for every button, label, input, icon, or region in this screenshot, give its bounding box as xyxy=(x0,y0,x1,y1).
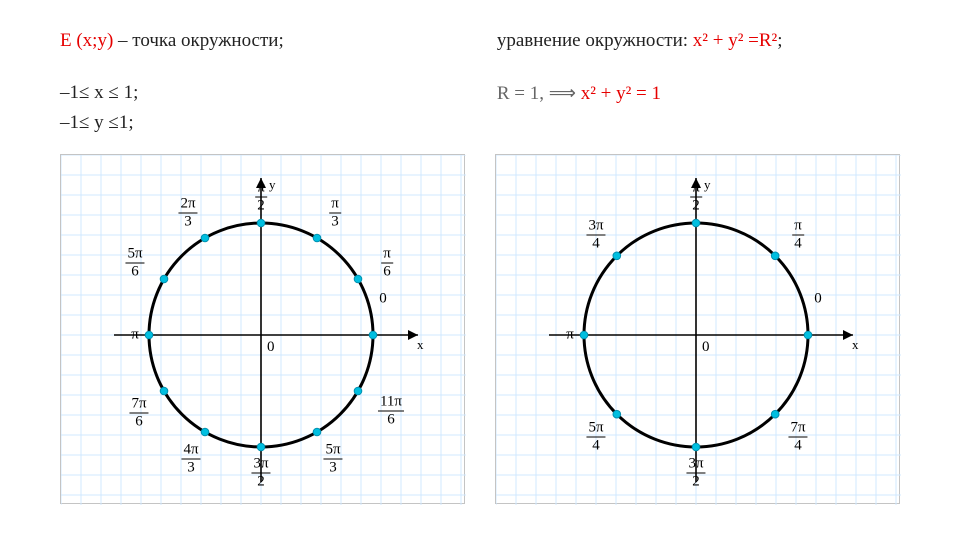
angle-label: 7π4 xyxy=(788,421,807,454)
unit-circle-30-deg: x y 0 0 π6 π3 π2 2π3 5π6 π 7π6 4π3 3π2 5π3 11π6 xyxy=(60,154,465,504)
angle-label: π2 xyxy=(690,181,702,214)
subheading-row: –1≤ x ≤ 1; –1≤ y ≤1; R = 1, ⟹ x² + y² = … xyxy=(60,60,900,142)
angle-label: π2 xyxy=(255,181,267,214)
angle-label: π3 xyxy=(329,197,341,230)
angle-label: 7π6 xyxy=(129,397,148,430)
angle-label: π xyxy=(566,328,574,343)
circle-equation-heading: уравнение окружности: x² + y² =R²; xyxy=(497,30,900,52)
angle-label: 3π2 xyxy=(251,457,270,490)
bound-x: –1≤ x ≤ 1; xyxy=(60,82,463,104)
angle-label: π xyxy=(131,328,139,343)
angle-label: 5π6 xyxy=(125,247,144,280)
svg-text:x: x xyxy=(417,337,424,352)
angle-label: 11π6 xyxy=(378,395,404,428)
heading-row: E (x;y) – точка окружности; уравнение ок… xyxy=(60,30,900,60)
eq-formula: x² + y² =R² xyxy=(693,30,777,51)
heading-left: E (x;y) – точка окружности; xyxy=(60,30,463,60)
bound-y: –1≤ y ≤1; xyxy=(60,112,463,134)
charts-row: xy00π6π3π22π35π6π7π64π33π25π311π6 xy00π4… xyxy=(60,154,900,504)
bounds-block: –1≤ x ≤ 1; –1≤ y ≤1; xyxy=(60,82,463,142)
eq-label: уравнение окружности: xyxy=(497,30,693,51)
angle-label: 4π3 xyxy=(181,443,200,476)
circle-point-text: – точка окружности; xyxy=(113,30,283,51)
e-xy: E (x;y) xyxy=(60,30,113,51)
angle-label: 5π4 xyxy=(586,421,605,454)
unit-circle-45-deg: x y 0 0 π4 π2 3π4 π 5π4 3π2 7π4 xyxy=(495,154,900,504)
angle-label: 0 xyxy=(379,292,387,307)
unit-circle-eq: R = 1, ⟹ x² + y² = 1 xyxy=(497,82,900,142)
heading-right: уравнение окружности: x² + y² =R²; xyxy=(497,30,900,60)
angle-label: 2π3 xyxy=(178,197,197,230)
angle-label: 0 xyxy=(814,292,822,307)
eq-semicolon: ; xyxy=(777,30,782,51)
page: E (x;y) – точка окружности; уравнение ок… xyxy=(0,0,960,540)
angle-label: π6 xyxy=(381,247,393,280)
unit-eq: x² + y² = 1 xyxy=(576,83,661,104)
r-equals-1: R = 1, xyxy=(497,83,549,104)
angle-label: π4 xyxy=(792,219,804,252)
angle-label: 3π2 xyxy=(686,457,705,490)
angle-label: 5π3 xyxy=(323,443,342,476)
r-equals-1-line: R = 1, ⟹ x² + y² = 1 xyxy=(497,82,900,105)
implies-arrow: ⟹ xyxy=(549,83,576,104)
svg-text:y: y xyxy=(704,177,711,192)
svg-text:0: 0 xyxy=(267,339,275,355)
circle-point-definition: E (x;y) – точка окружности; xyxy=(60,30,463,52)
svg-text:y: y xyxy=(269,177,276,192)
svg-text:0: 0 xyxy=(702,339,710,355)
svg-text:x: x xyxy=(852,337,859,352)
angle-label: 3π4 xyxy=(586,219,605,252)
